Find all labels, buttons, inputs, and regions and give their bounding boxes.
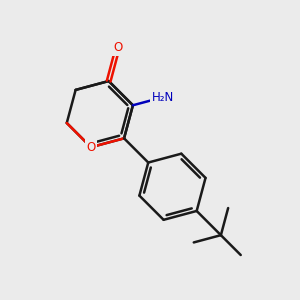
Text: H₂N: H₂N: [152, 91, 174, 104]
Text: O: O: [86, 141, 96, 154]
Text: O: O: [113, 41, 122, 55]
